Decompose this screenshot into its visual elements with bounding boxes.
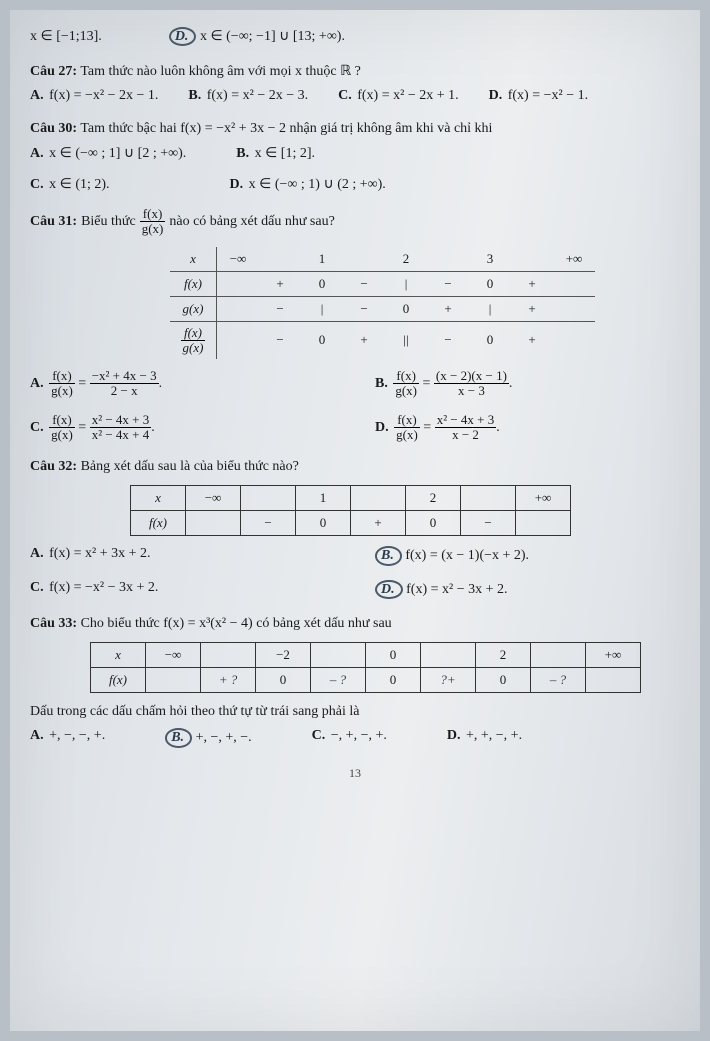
q27-opt-c: C. f(x) = x² − 2x + 1. bbox=[338, 88, 459, 104]
q27-opt-d: D. f(x) = −x² − 1. bbox=[489, 88, 589, 104]
q31-text-post: nào có bảng xét dấu như sau? bbox=[169, 211, 334, 232]
q31-row-g: g(x) − | − 0 + | + bbox=[170, 296, 595, 321]
q33-title: Câu 33: bbox=[30, 616, 77, 631]
q31-row-fg: f(x) g(x) − 0 + || − 0 + bbox=[170, 321, 595, 359]
q30-opt-d: D. x ∈ (−∞ ; 1) ∪ (2 ; +∞). bbox=[230, 176, 386, 193]
q31-opt-b: B. f(x)g(x) = (x − 2)(x − 1) x − 3 . bbox=[375, 369, 680, 399]
q31-sign-table: x −∞ 1 2 3 +∞ f(x) + 0 − | − 0 + bbox=[170, 247, 595, 360]
q30-opt-b: B. x ∈ [1; 2]. bbox=[236, 145, 315, 162]
q32-opt-c: C. f(x) = −x² − 3x + 2. bbox=[30, 580, 335, 599]
q32-opt-d: D. f(x) = x² − 3x + 2. bbox=[375, 580, 680, 599]
q27-options: A. f(x) = −x² − 2x − 1. B. f(x) = x² − 2… bbox=[30, 88, 680, 104]
q27-opt-b: B. f(x) = x² − 2x − 3. bbox=[188, 88, 308, 104]
q32-opt-a: A. f(x) = x² + 3x + 2. bbox=[30, 546, 335, 565]
question-31: Câu 31: Biểu thức f(x) g(x) nào có bảng … bbox=[30, 207, 680, 442]
q32-options: A. f(x) = x² + 3x + 2. B. f(x) = (x − 1)… bbox=[30, 546, 680, 599]
q32-opt-b: B. f(x) = (x − 1)(−x + 2). bbox=[375, 546, 680, 565]
top-left-text: x ∈ [−1;13]. bbox=[30, 29, 102, 44]
q31-text-pre: Biểu thức bbox=[81, 211, 136, 232]
q33-table: x −∞ −2 0 2 +∞ f(x) + ? 0 – ? 0 ?+ 0 bbox=[90, 642, 641, 693]
q30-options-row2: C. x ∈ (1; 2). D. x ∈ (−∞ ; 1) ∪ (2 ; +∞… bbox=[30, 176, 680, 193]
q31-frac: f(x) g(x) bbox=[140, 207, 166, 237]
page-number: 13 bbox=[30, 766, 680, 781]
q33-b-circle: B. bbox=[165, 728, 192, 747]
q32-title: Câu 32: bbox=[30, 459, 77, 474]
q32-b-circle: B. bbox=[375, 546, 402, 565]
q33-opt-a: A. +, −, −, +. bbox=[30, 728, 105, 747]
q32-row-f: f(x) − 0 + 0 − bbox=[131, 511, 571, 536]
q32-d-circle: D. bbox=[375, 580, 403, 599]
q31-options: A. f(x)g(x) = −x² + 4x − 3 2 − x . B. f(… bbox=[30, 369, 680, 442]
top-right-text: x ∈ (−∞; −1] ∪ [13; +∞). bbox=[200, 29, 345, 44]
q30-opt-a: A. x ∈ (−∞ ; 1] ∪ [2 ; +∞). bbox=[30, 145, 186, 162]
q30-title: Câu 30: bbox=[30, 121, 77, 136]
q33-footer-text: Dấu trong các dấu chấm hỏi theo thứ tự t… bbox=[30, 701, 680, 722]
q31-title: Câu 31: bbox=[30, 211, 77, 232]
q30-text: Tam thức bậc hai f(x) = −x² + 3x − 2 nhậ… bbox=[80, 121, 492, 136]
q31-opt-c: C. f(x)g(x) = x² − 4x + 3 x² − 4x + 4 . bbox=[30, 413, 335, 443]
q30-opt-c: C. x ∈ (1; 2). bbox=[30, 176, 110, 193]
q32-table: x −∞ 1 2 +∞ f(x) − 0 + 0 − bbox=[130, 485, 571, 536]
q31-opt-d: D. f(x)g(x) = x² − 4x + 3 x − 2 . bbox=[375, 413, 680, 443]
question-27: Câu 27: Tam thức nào luôn không âm với m… bbox=[30, 61, 680, 104]
q27-title: Câu 27: bbox=[30, 64, 77, 79]
q33-row-f: f(x) + ? 0 – ? 0 ?+ 0 – ? bbox=[91, 668, 641, 693]
q33-options: A. +, −, −, +. B. +, −, +, −. C. −, +, −… bbox=[30, 728, 680, 747]
q33-opt-b: B. +, −, +, −. bbox=[165, 728, 251, 747]
q30-options-row1: A. x ∈ (−∞ ; 1] ∪ [2 ; +∞). B. x ∈ [1; 2… bbox=[30, 145, 680, 162]
exam-page: x ∈ [−1;13]. D. x ∈ (−∞; −1] ∪ [13; +∞).… bbox=[10, 10, 700, 1031]
q31-row-x: x −∞ 1 2 3 +∞ bbox=[170, 247, 595, 272]
q33-text: Cho biểu thức f(x) = x³(x² − 4) có bảng … bbox=[81, 616, 392, 631]
q33-opt-c: C. −, +, −, +. bbox=[312, 728, 387, 747]
q31-row-f: f(x) + 0 − | − 0 + bbox=[170, 271, 595, 296]
question-33: Câu 33: Cho biểu thức f(x) = x³(x² − 4) … bbox=[30, 613, 680, 747]
top-d-circle: D. bbox=[169, 27, 197, 46]
q33-row-x: x −∞ −2 0 2 +∞ bbox=[91, 643, 641, 668]
q32-row-x: x −∞ 1 2 +∞ bbox=[131, 486, 571, 511]
q33-opt-d: D. +, +, −, +. bbox=[447, 728, 522, 747]
q27-opt-a: A. f(x) = −x² − 2x − 1. bbox=[30, 88, 158, 104]
q27-text: Tam thức nào luôn không âm với mọi x thu… bbox=[80, 64, 361, 79]
question-30: Câu 30: Tam thức bậc hai f(x) = −x² + 3x… bbox=[30, 118, 680, 193]
q32-text: Bảng xét dấu sau là của biểu thức nào? bbox=[81, 459, 299, 474]
question-32: Câu 32: Bảng xét dấu sau là của biểu thứ… bbox=[30, 456, 680, 599]
top-fragment: x ∈ [−1;13]. D. x ∈ (−∞; −1] ∪ [13; +∞). bbox=[30, 26, 680, 47]
q31-opt-a: A. f(x)g(x) = −x² + 4x − 3 2 − x . bbox=[30, 369, 335, 399]
